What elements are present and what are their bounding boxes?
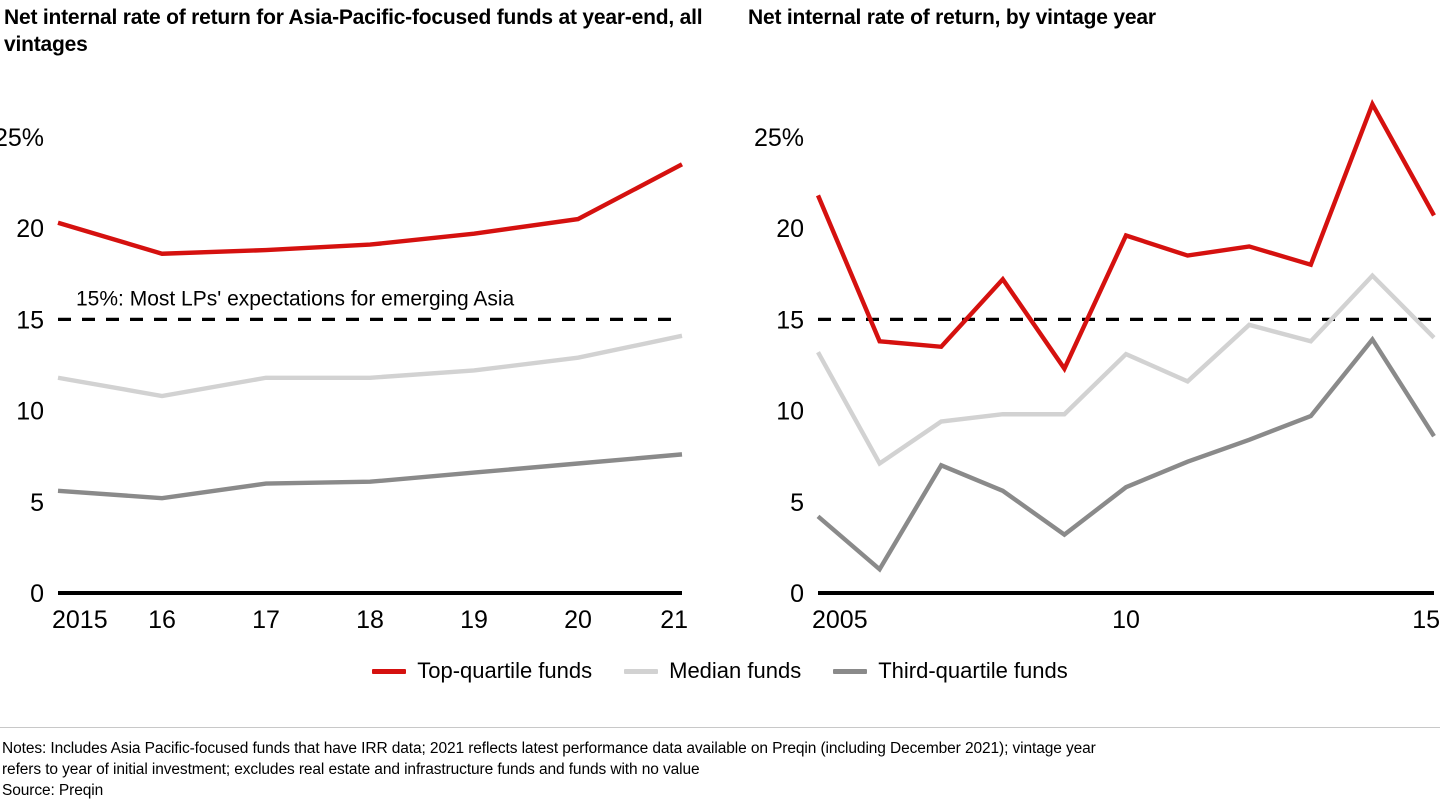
series-line-median-funds xyxy=(816,272,1436,467)
chart-legend: Top-quartile funds Median funds Third-qu… xyxy=(0,658,1440,684)
footnotes-block: Notes: Includes Asia Pacific-focused fun… xyxy=(2,738,1438,801)
legend-item-top-quartile: Top-quartile funds xyxy=(372,658,592,684)
reference-line-annotation: 15%: Most LPs' expectations for emerging… xyxy=(76,287,515,310)
legend-label: Top-quartile funds xyxy=(417,658,593,683)
y-axis-tick-label: 10 xyxy=(776,398,804,426)
right-chart: 0 5 10 15 20 25% 2005 10 15 xyxy=(754,98,1440,634)
y-axis-tick-label: 15 xyxy=(16,306,44,334)
series-line-third-quartile-funds xyxy=(57,452,683,501)
x-axis-tick-label: 10 xyxy=(1112,606,1140,634)
x-axis-tick-label: 21 xyxy=(660,606,688,634)
y-axis-tick-label: 0 xyxy=(30,580,44,608)
y-axis-tick-label: 20 xyxy=(776,215,804,243)
x-axis-tick-label: 17 xyxy=(252,606,280,634)
legend-item-median: Median funds xyxy=(624,658,801,684)
x-axis-tick-label: 15 xyxy=(1412,606,1440,634)
x-axis-tick-label: 19 xyxy=(460,606,488,634)
footnote-notes-line-2: refers to year of initial investment; ex… xyxy=(2,761,700,778)
y-axis-tick-label: 5 xyxy=(30,489,44,517)
x-axis-tick-label: 18 xyxy=(356,606,384,634)
footnote-divider xyxy=(0,727,1440,728)
footnote-source: Source: Preqin xyxy=(2,782,104,799)
right-panel-title: Net internal rate of return, by vintage … xyxy=(748,6,1156,29)
legend-item-third-quartile: Third-quartile funds xyxy=(833,658,1068,684)
legend-label: Third-quartile funds xyxy=(878,658,1068,683)
legend-swatch-line-icon xyxy=(372,668,407,674)
y-axis-tick-label: 25% xyxy=(0,124,44,152)
footnote-notes-line-1: Notes: Includes Asia Pacific-focused fun… xyxy=(2,740,1096,757)
series-line-median-funds xyxy=(57,333,683,399)
y-axis-tick-label: 25% xyxy=(754,124,804,152)
y-axis-tick-label: 0 xyxy=(790,580,804,608)
legend-swatch-line-icon xyxy=(624,668,659,674)
x-axis-tick-label: 2005 xyxy=(812,606,868,634)
series-line-top-quartile-funds xyxy=(57,162,684,256)
x-axis-tick-label: 20 xyxy=(564,606,592,634)
series-line-third-quartile-funds xyxy=(816,335,1436,573)
left-panel-title: Net internal rate of return for Asia-Pac… xyxy=(4,6,703,56)
legend-swatch-line-icon xyxy=(833,668,868,674)
y-axis-tick-label: 20 xyxy=(16,215,44,243)
y-axis-tick-label: 15 xyxy=(776,306,804,334)
y-axis-tick-label: 5 xyxy=(790,489,804,517)
x-axis-tick-label: 16 xyxy=(148,606,176,634)
y-axis-tick-label: 10 xyxy=(16,398,44,426)
legend-label: Median funds xyxy=(669,658,802,683)
series-line-top-quartile-funds xyxy=(815,98,1436,374)
left-chart: 0 5 10 15 20 25% 15%: Most LPs' expectations f… xyxy=(0,124,688,634)
x-axis-tick-label: 2015 xyxy=(52,606,108,634)
